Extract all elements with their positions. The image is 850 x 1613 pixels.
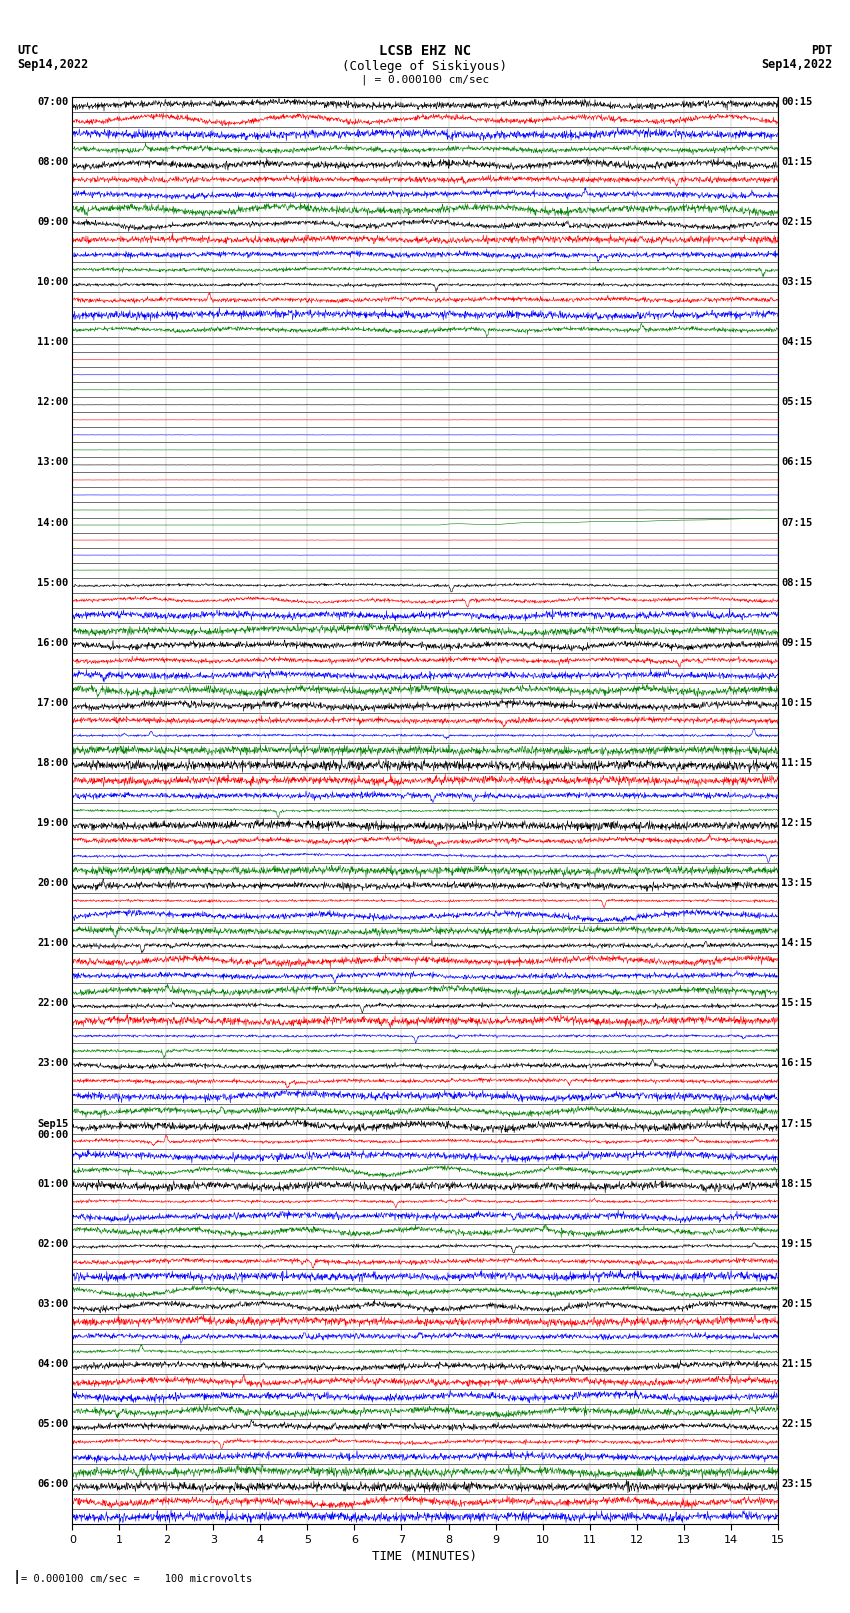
Text: 05:15: 05:15 xyxy=(781,397,813,408)
Text: 05:00: 05:00 xyxy=(37,1419,69,1429)
Text: 23:15: 23:15 xyxy=(781,1479,813,1489)
Text: 04:15: 04:15 xyxy=(781,337,813,347)
Text: (College of Siskiyous): (College of Siskiyous) xyxy=(343,60,507,73)
Text: 09:00: 09:00 xyxy=(37,218,69,227)
Text: 18:15: 18:15 xyxy=(781,1179,813,1189)
Text: PDT: PDT xyxy=(812,44,833,56)
Text: 00:15: 00:15 xyxy=(781,97,813,106)
Text: Sep14,2022: Sep14,2022 xyxy=(17,58,88,71)
Text: 17:15: 17:15 xyxy=(781,1118,813,1129)
Text: 06:15: 06:15 xyxy=(781,458,813,468)
Text: 19:00: 19:00 xyxy=(37,818,69,827)
Text: 08:00: 08:00 xyxy=(37,156,69,166)
Text: 13:15: 13:15 xyxy=(781,877,813,889)
Text: 16:00: 16:00 xyxy=(37,637,69,648)
Text: 12:15: 12:15 xyxy=(781,818,813,827)
Text: UTC: UTC xyxy=(17,44,38,56)
Text: Sep15
00:00: Sep15 00:00 xyxy=(37,1118,69,1140)
Text: 11:15: 11:15 xyxy=(781,758,813,768)
Text: LCSB EHZ NC: LCSB EHZ NC xyxy=(379,44,471,58)
Text: = 0.000100 cm/sec =    100 microvolts: = 0.000100 cm/sec = 100 microvolts xyxy=(21,1574,252,1584)
Text: 10:00: 10:00 xyxy=(37,277,69,287)
Text: 23:00: 23:00 xyxy=(37,1058,69,1068)
Text: 20:00: 20:00 xyxy=(37,877,69,889)
Text: 13:00: 13:00 xyxy=(37,458,69,468)
Text: 07:15: 07:15 xyxy=(781,518,813,527)
Text: 20:15: 20:15 xyxy=(781,1298,813,1308)
Text: 11:00: 11:00 xyxy=(37,337,69,347)
Text: 07:00: 07:00 xyxy=(37,97,69,106)
Text: 21:15: 21:15 xyxy=(781,1360,813,1369)
X-axis label: TIME (MINUTES): TIME (MINUTES) xyxy=(372,1550,478,1563)
Text: 03:00: 03:00 xyxy=(37,1298,69,1308)
Text: 22:15: 22:15 xyxy=(781,1419,813,1429)
Text: 16:15: 16:15 xyxy=(781,1058,813,1068)
Text: 06:00: 06:00 xyxy=(37,1479,69,1489)
Text: 01:00: 01:00 xyxy=(37,1179,69,1189)
Text: 10:15: 10:15 xyxy=(781,698,813,708)
Text: |: | xyxy=(13,1569,21,1584)
Text: 15:00: 15:00 xyxy=(37,577,69,587)
Text: 14:15: 14:15 xyxy=(781,939,813,948)
Text: 17:00: 17:00 xyxy=(37,698,69,708)
Text: 12:00: 12:00 xyxy=(37,397,69,408)
Text: Sep14,2022: Sep14,2022 xyxy=(762,58,833,71)
Text: 01:15: 01:15 xyxy=(781,156,813,166)
Text: 04:00: 04:00 xyxy=(37,1360,69,1369)
Text: 02:15: 02:15 xyxy=(781,218,813,227)
Text: 14:00: 14:00 xyxy=(37,518,69,527)
Text: 15:15: 15:15 xyxy=(781,998,813,1008)
Text: 09:15: 09:15 xyxy=(781,637,813,648)
Text: 02:00: 02:00 xyxy=(37,1239,69,1248)
Text: 21:00: 21:00 xyxy=(37,939,69,948)
Text: 08:15: 08:15 xyxy=(781,577,813,587)
Text: 18:00: 18:00 xyxy=(37,758,69,768)
Text: 22:00: 22:00 xyxy=(37,998,69,1008)
Text: 03:15: 03:15 xyxy=(781,277,813,287)
Text: 19:15: 19:15 xyxy=(781,1239,813,1248)
Text: | = 0.000100 cm/sec: | = 0.000100 cm/sec xyxy=(361,74,489,85)
